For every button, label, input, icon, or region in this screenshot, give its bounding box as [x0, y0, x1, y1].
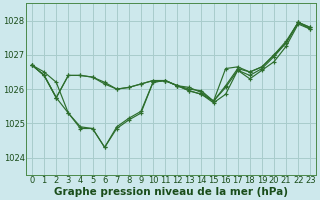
X-axis label: Graphe pression niveau de la mer (hPa): Graphe pression niveau de la mer (hPa)	[54, 187, 288, 197]
